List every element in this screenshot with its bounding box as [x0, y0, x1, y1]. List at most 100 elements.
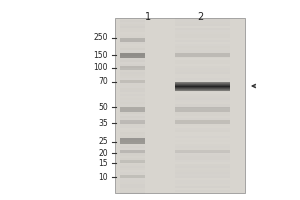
Bar: [120, 102, 145, 104]
Bar: [120, 164, 145, 166]
Bar: [175, 58, 230, 60]
Bar: [175, 46, 230, 48]
Bar: [175, 182, 230, 184]
Bar: [175, 124, 230, 126]
Bar: [175, 180, 230, 182]
Bar: [120, 188, 145, 190]
Bar: [175, 50, 230, 52]
Bar: [120, 26, 145, 28]
Bar: [120, 106, 145, 108]
Bar: [175, 132, 230, 134]
Bar: [175, 156, 230, 158]
Bar: [120, 110, 145, 112]
Bar: [120, 150, 145, 152]
Bar: [175, 110, 230, 112]
Bar: [175, 100, 230, 102]
Text: 20: 20: [98, 148, 108, 158]
Bar: [120, 114, 145, 116]
Bar: [120, 80, 145, 83]
Text: 250: 250: [94, 33, 108, 43]
Bar: [175, 144, 230, 146]
Bar: [175, 48, 230, 50]
Bar: [120, 62, 145, 64]
Bar: [175, 114, 230, 116]
Bar: [120, 178, 145, 180]
Bar: [120, 28, 145, 30]
Bar: [120, 82, 145, 84]
Bar: [120, 175, 145, 178]
Bar: [175, 102, 230, 104]
Bar: [120, 186, 145, 188]
Bar: [175, 76, 230, 78]
Bar: [175, 64, 230, 66]
Bar: [120, 94, 145, 96]
Bar: [175, 98, 230, 100]
Bar: [175, 140, 230, 142]
Bar: [175, 72, 230, 74]
Bar: [120, 20, 145, 22]
Text: 150: 150: [94, 50, 108, 60]
Bar: [120, 34, 145, 36]
Bar: [120, 52, 145, 54]
Bar: [120, 182, 145, 184]
Bar: [175, 150, 230, 152]
Bar: [175, 18, 230, 20]
Bar: [120, 92, 145, 94]
Bar: [120, 38, 145, 42]
Bar: [175, 192, 230, 194]
Bar: [120, 24, 145, 26]
Bar: [120, 100, 145, 102]
Bar: [175, 158, 230, 160]
Bar: [175, 116, 230, 118]
Bar: [175, 188, 230, 190]
Bar: [175, 134, 230, 136]
Bar: [120, 112, 145, 114]
Bar: [120, 54, 145, 56]
Bar: [120, 140, 145, 142]
Bar: [120, 190, 145, 192]
Text: 35: 35: [98, 118, 108, 128]
Bar: [115, 18, 245, 193]
Bar: [120, 128, 145, 130]
Bar: [120, 160, 145, 163]
Bar: [120, 53, 145, 58]
Bar: [175, 24, 230, 26]
Bar: [120, 88, 145, 90]
Bar: [175, 84, 230, 85]
Bar: [175, 162, 230, 164]
Bar: [120, 118, 145, 120]
Bar: [120, 134, 145, 136]
Bar: [175, 112, 230, 114]
Bar: [175, 42, 230, 44]
Bar: [175, 152, 230, 154]
Bar: [175, 53, 230, 57]
Bar: [175, 154, 230, 156]
Bar: [175, 184, 230, 186]
Bar: [120, 154, 145, 156]
Bar: [175, 89, 230, 90]
Bar: [175, 83, 230, 84]
Bar: [175, 30, 230, 32]
Bar: [120, 96, 145, 98]
Bar: [175, 190, 230, 192]
Bar: [120, 42, 145, 44]
Bar: [175, 66, 230, 68]
Bar: [120, 168, 145, 170]
Bar: [120, 142, 145, 144]
Text: 15: 15: [98, 158, 108, 168]
Bar: [175, 70, 230, 72]
Bar: [175, 86, 230, 88]
Bar: [175, 90, 230, 91]
Bar: [175, 80, 230, 82]
Bar: [175, 128, 230, 130]
Bar: [120, 48, 145, 50]
Text: 50: 50: [98, 102, 108, 112]
Bar: [175, 52, 230, 54]
Bar: [120, 84, 145, 86]
Bar: [120, 162, 145, 164]
Bar: [120, 192, 145, 194]
Bar: [120, 152, 145, 154]
Bar: [175, 104, 230, 106]
Bar: [120, 32, 145, 34]
Bar: [120, 144, 145, 146]
